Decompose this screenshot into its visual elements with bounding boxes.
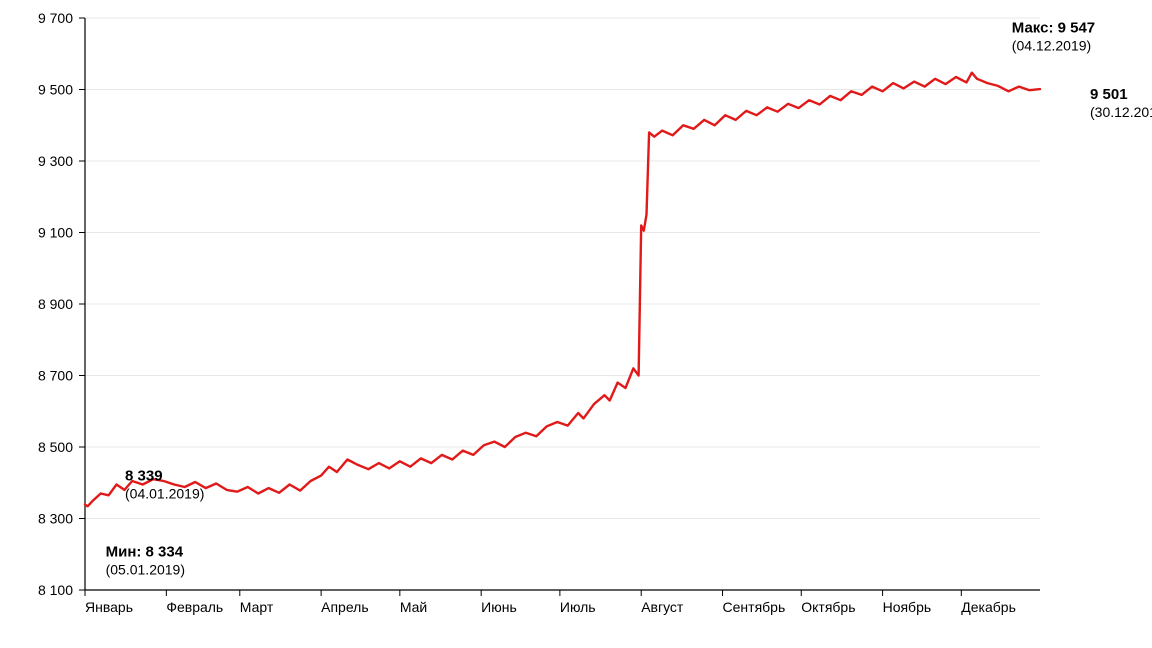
x-tick-label: Февраль (166, 599, 223, 615)
y-tick-label: 9 500 (38, 82, 73, 98)
annotation-min-date: (05.01.2019) (106, 561, 185, 577)
x-tick-label: Октябрь (801, 599, 855, 615)
annotation-min: Мин: 8 334(05.01.2019) (106, 543, 185, 577)
y-tick-label: 9 100 (38, 225, 73, 241)
x-tick-label: Май (400, 599, 427, 615)
x-tick-label: Ноябрь (883, 599, 932, 615)
y-tick-label: 8 300 (38, 511, 73, 527)
y-tick-label: 8 700 (38, 368, 73, 384)
annotation-max-value: Макс: 9 547 (1012, 20, 1095, 37)
annotation-start-date: (04.01.2019) (125, 486, 204, 502)
x-tick-label: Июль (560, 599, 596, 615)
x-tick-label: Декабрь (961, 599, 1016, 615)
chart-container: 8 100 8 300 8 500 8 700 8 900 9 100 9 300 9 500… (0, 0, 1152, 648)
x-tick-label: Сентябрь (723, 599, 786, 615)
annotation-end-date: (30.12.2019) (1090, 104, 1152, 120)
y-tick-label: 9 700 (38, 10, 73, 26)
x-tick-label: Январь (85, 599, 133, 615)
y-tick-label: 8 900 (38, 296, 73, 312)
x-tick-label: Апрель (321, 599, 369, 615)
annotation-min-value: Мин: 8 334 (106, 543, 184, 560)
annotation-start-value: 8 339 (125, 468, 163, 485)
y-tick-label: 8 100 (38, 582, 73, 598)
y-tick-label: 8 500 (38, 439, 73, 455)
annotation-end-value: 9 501 (1090, 86, 1128, 103)
y-tick-label: 9 300 (38, 153, 73, 169)
x-tick-label: Август (641, 599, 684, 615)
annotation-max-date: (04.12.2019) (1012, 38, 1091, 54)
line-chart: 8 100 8 300 8 500 8 700 8 900 9 100 9 300 9 500… (0, 0, 1152, 648)
x-tick-label: Март (240, 599, 274, 615)
annotation-max: Макс: 9 547(04.12.2019) (1012, 20, 1095, 54)
x-tick-label: Июнь (481, 599, 517, 615)
